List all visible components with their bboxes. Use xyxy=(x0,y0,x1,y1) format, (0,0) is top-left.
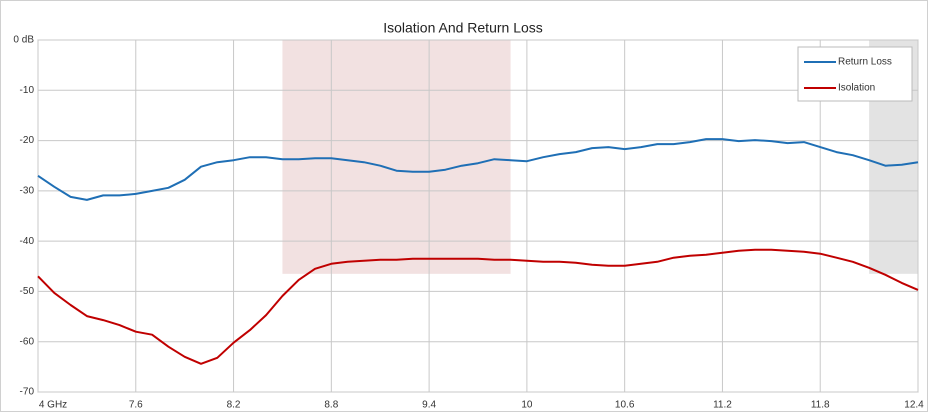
data-line xyxy=(37,138,919,201)
legend-label: Return Loss xyxy=(838,57,892,68)
y-tick-label: -20 xyxy=(20,135,35,146)
data-line xyxy=(37,248,919,365)
y-tick-label: -60 xyxy=(20,336,35,347)
y-tick-label: -30 xyxy=(20,185,35,196)
x-tick-label: 12.4 xyxy=(904,400,924,411)
legend-label: Isolation xyxy=(838,83,875,94)
y-tick-label: 0 dB xyxy=(13,35,34,46)
legend-box xyxy=(797,46,913,102)
x-tick-label: 10 xyxy=(521,400,533,411)
y-tick-label: -10 xyxy=(20,85,35,96)
x-tick-label: 8.8 xyxy=(324,400,338,411)
y-tick-label: -40 xyxy=(20,236,35,247)
x-tick-label: 9.4 xyxy=(422,400,436,411)
x-tick-label: 7.6 xyxy=(129,400,143,411)
x-tick-label: 8.2 xyxy=(227,400,241,411)
x-tick-label: 4 GHz xyxy=(39,400,67,411)
x-tick-label: 10.6 xyxy=(615,400,635,411)
y-tick-label: -50 xyxy=(20,286,35,297)
shaded-region xyxy=(282,40,511,274)
y-tick-label: -70 xyxy=(20,387,35,398)
x-tick-label: 11.2 xyxy=(713,400,732,411)
x-tick-label: 11.8 xyxy=(811,400,830,411)
chart-title: Isolation And Return Loss xyxy=(383,20,543,36)
